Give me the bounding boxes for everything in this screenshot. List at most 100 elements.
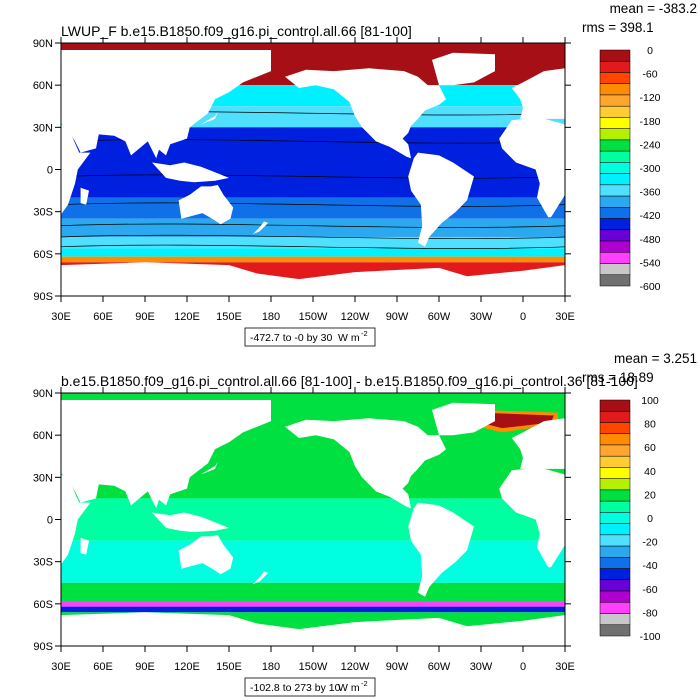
- lon-label: 30W: [470, 311, 493, 323]
- colorbar-swatch: [599, 399, 631, 412]
- colorbar-swatch: [599, 240, 631, 253]
- colorbar-label: -240: [639, 139, 660, 151]
- lat-label: 30N: [33, 122, 53, 134]
- colorbar-swatch: [599, 590, 631, 603]
- colorbar-swatch: [599, 195, 631, 208]
- land-madagascar: [80, 187, 89, 205]
- lat-label: 30S: [33, 207, 53, 219]
- colorbar-swatch: [599, 94, 631, 107]
- lon-label: 120W: [341, 661, 370, 673]
- colorbar-swatch: [599, 613, 631, 626]
- subantarctic-band: [61, 248, 565, 257]
- colorbar-swatch: [599, 173, 631, 186]
- lon-label: 90W: [386, 311, 409, 323]
- southern-band: [61, 218, 565, 237]
- lon-label: 60W: [428, 661, 451, 673]
- panel-title: b.e15.B1850.f09_g16.pi_control.all.66 [8…: [61, 373, 638, 389]
- colorbar-label: -180: [639, 116, 660, 128]
- land-s_america: [408, 502, 474, 597]
- lon-label: 90E: [135, 311, 155, 323]
- lon-label: 150E: [216, 311, 242, 323]
- colorbar-swatch: [599, 105, 631, 118]
- land-n_america: [285, 68, 446, 159]
- land-nz: [252, 221, 269, 235]
- units-label: W m: [338, 332, 360, 344]
- contour-line: [61, 174, 565, 179]
- colorbar-swatch: [599, 579, 631, 592]
- colorbar-label: 0: [647, 45, 653, 57]
- lat-label: 90S: [33, 641, 53, 653]
- colorbar: 100 80 60 40 20 0 -20 -40 -60 -80 -100: [599, 395, 661, 643]
- colorbar-swatch: [599, 557, 631, 569]
- colorbar-swatch: [599, 545, 631, 558]
- lon-label: 30E: [555, 311, 575, 323]
- colorbar-swatch: [599, 433, 631, 446]
- midlat-band-s: [61, 197, 565, 219]
- land-japan: [201, 461, 218, 475]
- colorbar-swatch: [599, 128, 631, 141]
- ice-edge-band: [61, 601, 565, 607]
- lat-label: 0: [47, 515, 53, 527]
- lon-label: 90E: [135, 661, 155, 673]
- rms-label: rms = 18.89: [582, 370, 654, 385]
- panel-title: LWUP_F b.e15.B1850.f09_g16.pi_control.al…: [61, 23, 412, 39]
- land-greenland: [432, 52, 495, 86]
- lat-label: 60N: [33, 80, 53, 92]
- colorbar-label: 60: [644, 442, 656, 454]
- colorbar-swatch: [599, 150, 631, 163]
- lon-label: 120W: [341, 311, 370, 323]
- contour-line: [61, 202, 565, 207]
- colorbar-swatch: [599, 624, 631, 637]
- land-australia: [178, 185, 234, 225]
- land-madagascar: [80, 537, 89, 555]
- land-africa: [499, 117, 565, 218]
- colorbar-swatch: [599, 410, 631, 423]
- colorbar-swatch: [599, 523, 631, 536]
- colorbar-swatch: [599, 568, 631, 581]
- lon-label: 150W: [299, 311, 328, 323]
- antarctic-anomaly: [61, 606, 565, 613]
- southern-ocean-band: [61, 236, 565, 249]
- colorbar-swatch: [599, 500, 631, 513]
- lat-label: 30S: [33, 557, 53, 569]
- land-eurasia: [61, 400, 271, 509]
- colorbar-label: -80: [642, 607, 657, 619]
- land-eurasia: [61, 50, 271, 159]
- land-africa: [499, 467, 565, 568]
- land-s_america: [408, 152, 474, 247]
- colorbar-label: -300: [639, 163, 660, 175]
- colorbar-swatch: [599, 49, 631, 62]
- lat-label: 0: [47, 165, 53, 177]
- map-panel-1: LWUP_F b.e15.B1850.f09_g16.pi_control.al…: [33, 1, 697, 347]
- units-label: W m: [338, 682, 360, 694]
- colorbar-swatch: [599, 602, 631, 614]
- colorbar-label: -40: [642, 560, 657, 572]
- land-n_america: [285, 418, 446, 509]
- land-indonesia: [152, 512, 229, 533]
- lon-label: 60E: [93, 311, 113, 323]
- land-africa_e: [61, 124, 91, 215]
- land-indonesia: [152, 162, 229, 183]
- southern-ocean-band: [61, 582, 565, 602]
- mean-label: mean = -383.2: [610, 1, 697, 16]
- units-exponent: -2: [361, 679, 368, 688]
- lon-label: 180: [262, 661, 280, 673]
- colorbar-swatch: [599, 478, 631, 491]
- colorbar-label: -60: [642, 584, 657, 596]
- colorbar-label: -480: [639, 234, 660, 246]
- lon-label: 120E: [174, 311, 200, 323]
- colorbar-label: -360: [639, 187, 660, 199]
- lon-label: 60W: [428, 311, 451, 323]
- land-nz: [252, 571, 269, 585]
- ocean-field: [61, 43, 565, 296]
- range-box: -472.7 to -0 by 30 W m -2: [244, 327, 376, 347]
- lon-label: 150E: [216, 661, 242, 673]
- colorbar-swatch: [599, 263, 631, 276]
- range-box-frame: [244, 327, 376, 347]
- range-label: -472.7 to -0 by 30: [250, 332, 332, 344]
- colorbar-swatch: [599, 229, 631, 242]
- colorbar-swatch: [599, 444, 631, 457]
- lat-label: 90S: [33, 291, 53, 303]
- colorbar-label: 40: [644, 466, 656, 478]
